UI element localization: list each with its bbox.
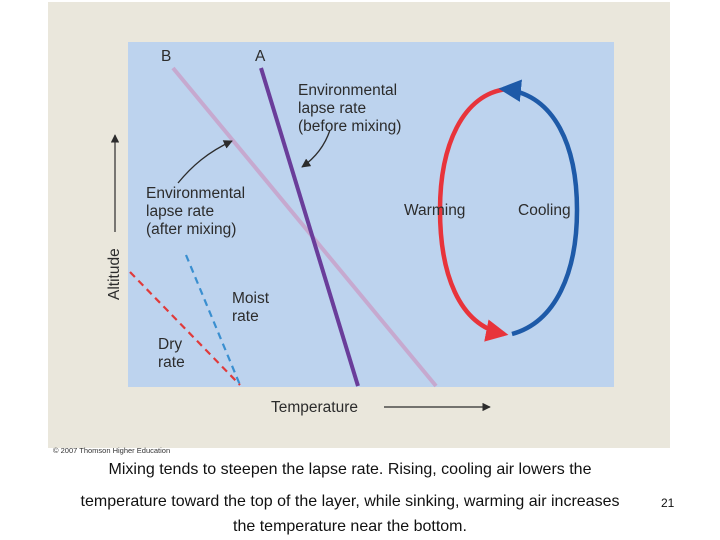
line-a-label: A — [255, 48, 266, 65]
x-axis-label: Temperature — [271, 399, 358, 416]
line-b-label: B — [161, 48, 171, 65]
y-axis-label: Altitude — [106, 248, 123, 300]
cooling-arrow — [498, 79, 580, 337]
env-before-pointer — [301, 129, 331, 168]
env-after-label: Environmental lapse rate (after mixing) — [146, 185, 249, 238]
env-before-label: Environmental lapse rate (before mixing) — [298, 82, 401, 135]
cooling-label: Cooling — [518, 202, 571, 219]
line-a — [259, 67, 360, 387]
copyright-credit: © 2007 Thomson Higher Education — [53, 446, 171, 455]
caption-line-1: Mixing tends to steepen the lapse rate. … — [108, 461, 592, 478]
caption-line-2: temperature toward the top of the layer,… — [80, 493, 620, 510]
dry-rate-line — [129, 271, 241, 386]
warming-arrow — [437, 86, 509, 342]
line-b — [171, 66, 438, 388]
env-after-pointer — [177, 140, 233, 184]
page-number: 21 — [661, 496, 675, 510]
dry-rate-label: Dry rate — [158, 336, 186, 371]
caption-line-3: the temperature near the bottom. — [233, 518, 467, 535]
moist-rate-label: Moist rate — [232, 290, 273, 325]
warming-label: Warming — [404, 202, 465, 219]
